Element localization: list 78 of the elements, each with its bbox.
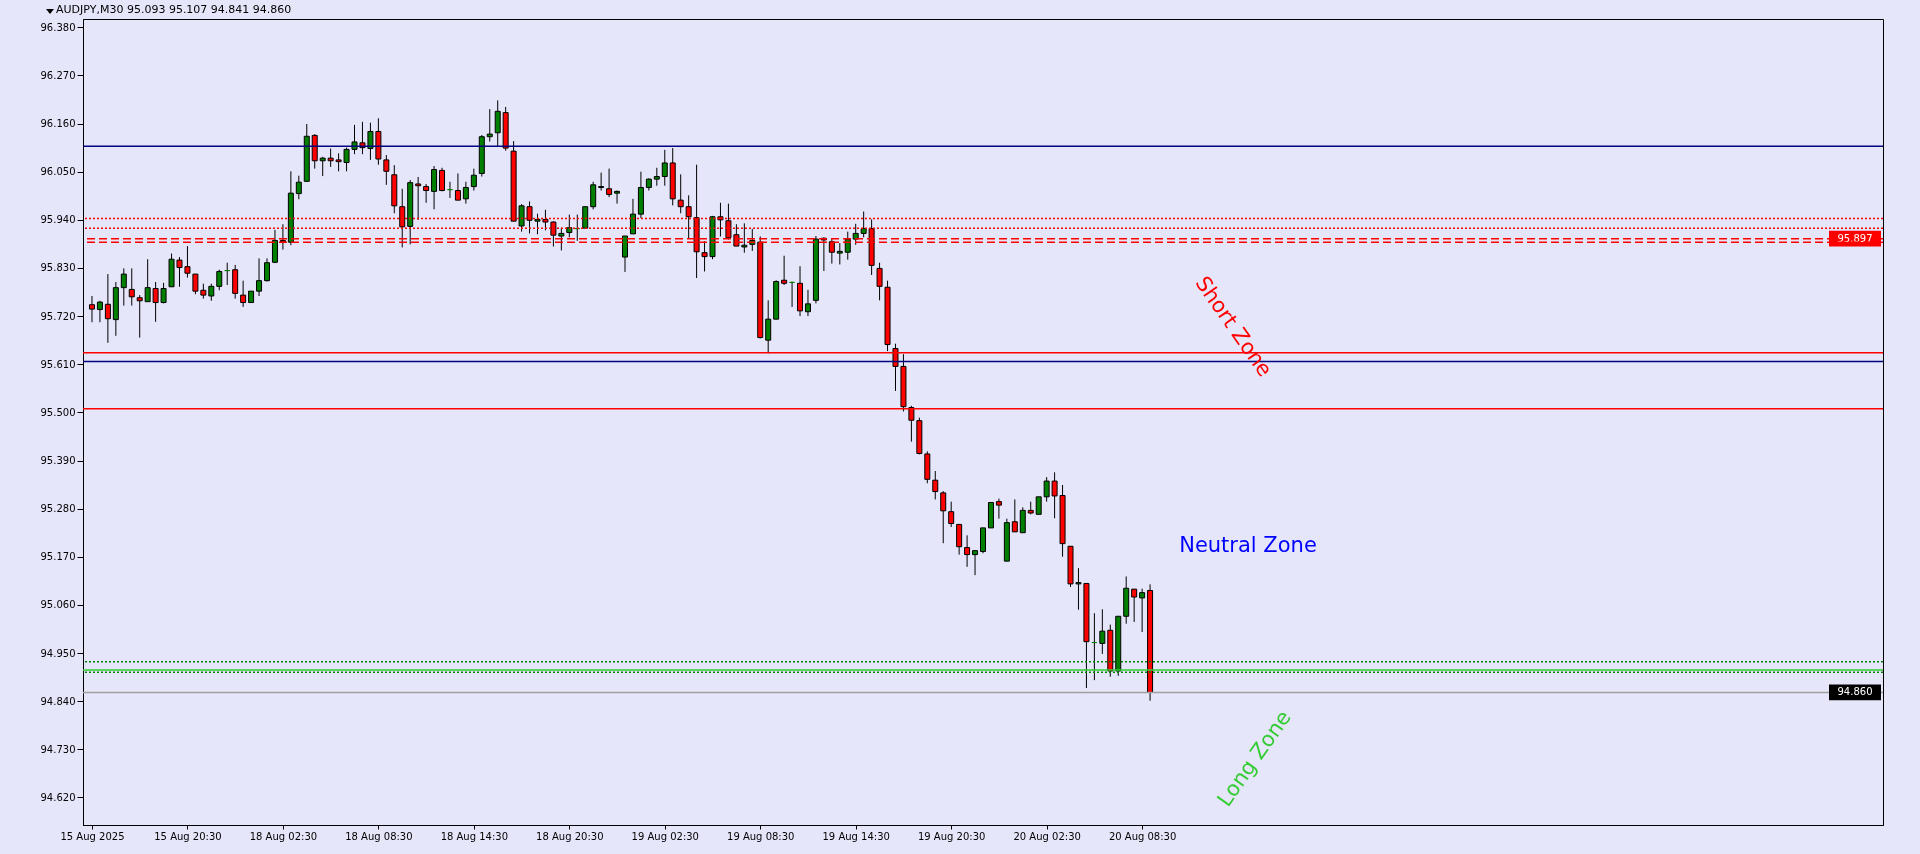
candlestick — [494, 99, 501, 147]
candlestick — [240, 280, 247, 308]
y-tick-label: 95.060 — [40, 599, 76, 611]
y-tick-label: 95.830 — [40, 262, 76, 274]
candlestick — [1139, 588, 1146, 633]
x-tick-label: 18 Aug 14:30 — [440, 830, 509, 842]
candlestick — [948, 501, 955, 528]
x-tick-label: 15 Aug 20:30 — [154, 830, 222, 842]
y-tick-label: 95.720 — [40, 310, 76, 322]
y-tick-label: 95.500 — [40, 406, 76, 418]
candlestick — [470, 168, 477, 192]
y-tick-label: 94.840 — [40, 695, 76, 707]
candlestick — [956, 523, 963, 556]
candlestick — [661, 149, 668, 187]
text: Neutral Zone — [1179, 533, 1317, 557]
y-tick-label: 95.170 — [40, 551, 76, 563]
y-tick-label: 96.050 — [40, 166, 76, 178]
ref-line-label: 94.860 — [1837, 686, 1873, 698]
candlestick — [940, 490, 947, 544]
candlestick — [128, 267, 135, 307]
candlestick — [614, 190, 621, 205]
x-tick-label: 18 Aug 02:30 — [249, 830, 318, 842]
candlestick — [431, 165, 438, 210]
candlestick — [598, 172, 605, 192]
candlestick — [836, 242, 843, 265]
candlestick — [629, 198, 636, 235]
candlestick — [964, 534, 971, 568]
candlestick — [104, 273, 111, 344]
candlestick — [980, 527, 986, 554]
candlestick — [804, 289, 811, 317]
candlestick — [1019, 506, 1026, 534]
candlestick — [852, 223, 859, 246]
candlestick — [1011, 498, 1018, 533]
ref-line-label: 95.897 — [1837, 232, 1873, 244]
candlestick — [781, 255, 788, 286]
y-tick-label: 95.390 — [40, 455, 76, 467]
candlestick — [622, 235, 628, 273]
y-tick-label: 96.380 — [40, 21, 76, 33]
y-tick-label: 94.620 — [40, 791, 76, 803]
y-tick-label: 95.280 — [40, 503, 76, 515]
x-tick-label: 18 Aug 20:30 — [536, 830, 604, 842]
y-tick-label: 94.950 — [40, 647, 76, 659]
candlestick — [972, 550, 979, 576]
candlestick — [1099, 608, 1106, 655]
candlestick — [876, 262, 883, 301]
candlestick — [264, 257, 270, 283]
x-tick-label: 19 Aug 14:30 — [822, 830, 890, 842]
y-tick-label: 96.160 — [40, 118, 76, 130]
candlestick — [590, 181, 597, 210]
candlestick — [932, 470, 939, 500]
candlestick — [136, 294, 143, 339]
x-tick-label: 20 Aug 08:30 — [1108, 830, 1177, 842]
candlestick — [88, 295, 95, 323]
candlestick — [295, 175, 302, 200]
x-tick-label: 15 Aug 2025 — [60, 830, 125, 842]
candlestick — [995, 498, 1002, 520]
candlestick — [486, 108, 493, 143]
y-tick-label: 95.940 — [40, 214, 76, 226]
candlestick — [765, 299, 772, 354]
x-tick-label: 20 Aug 02:30 — [1013, 830, 1081, 842]
y-tick-label: 94.730 — [40, 743, 76, 755]
candlestick — [1131, 588, 1138, 623]
candlestick — [256, 257, 263, 297]
candlestick — [216, 269, 223, 291]
candlestick — [232, 264, 239, 300]
candlestick — [454, 172, 461, 201]
candlestick — [271, 229, 278, 264]
chart-title: AUDJPY,M30 95.093 95.107 94.841 94.860 — [56, 3, 292, 16]
candlestick — [423, 183, 430, 204]
x-tick-label: 19 Aug 02:30 — [631, 830, 699, 842]
x-tick-label: 18 Aug 08:30 — [345, 830, 413, 842]
x-tick-label: 19 Aug 20:30 — [917, 830, 986, 842]
candlestick — [120, 267, 127, 307]
candlestick — [606, 168, 613, 198]
y-tick-label: 95.610 — [40, 358, 76, 370]
candlestick — [462, 181, 469, 205]
x-tick-label: 19 Aug 08:30 — [727, 830, 795, 842]
y-tick-label: 96.270 — [40, 69, 76, 81]
